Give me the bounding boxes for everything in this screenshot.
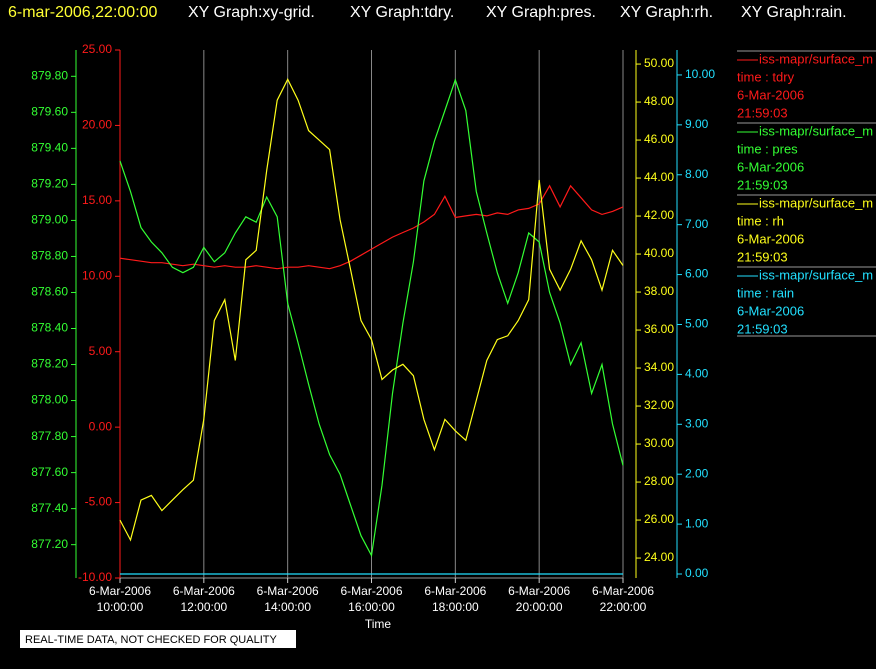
x-tick-date: 6-Mar-2006 (257, 584, 319, 598)
y-tick-label: 4.00 (685, 367, 709, 381)
y-tick-label: 0.00 (685, 566, 709, 580)
y-tick-label: -10.00 (78, 570, 112, 584)
legend-date: 6-Mar-2006 (737, 87, 804, 102)
legend-name: iss-mapr/surface_m (759, 195, 873, 210)
legend-label: time : pres (737, 141, 798, 156)
y-tick-label: 15.00 (82, 193, 112, 207)
y-tick-label: 879.60 (31, 105, 68, 119)
y-tick-label: 6.00 (685, 267, 709, 281)
y-tick-label: 878.80 (31, 249, 68, 263)
header-timestamp: 6-mar-2006,22:00:00 (8, 4, 158, 21)
y-tick-label: 20.00 (82, 118, 112, 132)
series-line (119, 77, 624, 542)
y-tick-label: 878.20 (31, 357, 68, 371)
y-tick-label: 5.00 (685, 317, 709, 331)
y-tick-label: 879.00 (31, 213, 68, 227)
header-panel: XY Graph:tdry. (350, 4, 454, 21)
series-line (119, 184, 624, 270)
legend-date: 6-Mar-2006 (737, 231, 804, 246)
y-tick-label: 7.00 (685, 217, 709, 231)
x-tick-label: 22:00:00 (600, 600, 647, 614)
y-tick-label: 50.00 (644, 56, 674, 70)
x-tick-date: 6-Mar-2006 (424, 584, 486, 598)
y-tick-label: 24.00 (644, 550, 674, 564)
series-line (119, 78, 624, 558)
y-tick-label: 878.00 (31, 393, 68, 407)
x-tick-label: 12:00:00 (180, 600, 227, 614)
footnote: REAL-TIME DATA, NOT CHECKED FOR QUALITY (25, 634, 277, 646)
y-tick-label: 2.00 (685, 466, 709, 480)
x-tick-date: 6-Mar-2006 (592, 584, 654, 598)
legend-label: time : rh (737, 213, 784, 228)
x-tick-label: 18:00:00 (432, 600, 479, 614)
y-tick-label: 42.00 (644, 208, 674, 222)
y-tick-label: 34.00 (644, 360, 674, 374)
header-panel: XY Graph:rain. (741, 4, 847, 21)
x-tick-date: 6-Mar-2006 (89, 584, 151, 598)
y-tick-label: 877.40 (31, 501, 68, 515)
legend-label: time : tdry (737, 69, 795, 84)
legend-name: iss-mapr/surface_m (759, 267, 873, 282)
y-tick-label: 3.00 (685, 416, 709, 430)
y-tick-label: 32.00 (644, 398, 674, 412)
x-tick-label: 20:00:00 (516, 600, 563, 614)
x-axis-label: Time (365, 617, 392, 631)
y-tick-label: 5.00 (89, 344, 113, 358)
x-tick-date: 6-Mar-2006 (508, 584, 570, 598)
x-tick-label: 14:00:00 (264, 600, 311, 614)
y-tick-label: 1.00 (685, 516, 709, 530)
legend-time: 21:59:03 (737, 321, 788, 336)
legend-date: 6-Mar-2006 (737, 303, 804, 318)
y-tick-label: 46.00 (644, 132, 674, 146)
x-tick-date: 6-Mar-2006 (340, 584, 402, 598)
x-tick-label: 16:00:00 (348, 600, 395, 614)
y-tick-label: 26.00 (644, 512, 674, 526)
header-panel: XY Graph:rh. (620, 4, 713, 21)
legend-name: iss-mapr/surface_m (759, 51, 873, 66)
legend-name: iss-mapr/surface_m (759, 123, 873, 138)
y-tick-label: 879.80 (31, 68, 68, 82)
y-tick-label: 10.00 (685, 67, 715, 81)
y-tick-label: 0.00 (89, 419, 113, 433)
y-tick-label: 48.00 (644, 94, 674, 108)
y-tick-label: 879.40 (31, 141, 68, 155)
y-tick-label: -5.00 (85, 495, 113, 509)
y-tick-label: 8.00 (685, 167, 709, 181)
legend-label: time : rain (737, 285, 794, 300)
header-panel: XY Graph:xy-grid. (188, 4, 315, 21)
y-tick-label: 879.20 (31, 177, 68, 191)
legend-time: 21:59:03 (737, 249, 788, 264)
y-tick-label: 25.00 (82, 42, 112, 56)
legend-time: 21:59:03 (737, 105, 788, 120)
legend-date: 6-Mar-2006 (737, 159, 804, 174)
y-tick-label: 30.00 (644, 436, 674, 450)
y-tick-label: 9.00 (685, 117, 709, 131)
y-tick-label: 40.00 (644, 246, 674, 260)
legend-time: 21:59:03 (737, 177, 788, 192)
y-tick-label: 38.00 (644, 284, 674, 298)
y-tick-label: 44.00 (644, 170, 674, 184)
y-tick-label: 877.20 (31, 537, 68, 551)
x-tick-label: 10:00:00 (97, 600, 144, 614)
y-tick-label: 877.60 (31, 465, 68, 479)
x-tick-date: 6-Mar-2006 (173, 584, 235, 598)
y-tick-label: 878.60 (31, 285, 68, 299)
header-panel: XY Graph:pres. (486, 4, 596, 21)
y-tick-label: 878.40 (31, 321, 68, 335)
y-tick-label: 36.00 (644, 322, 674, 336)
footnote-box (20, 630, 296, 648)
y-tick-label: 877.80 (31, 429, 68, 443)
y-tick-label: 28.00 (644, 474, 674, 488)
y-tick-label: 10.00 (82, 268, 112, 282)
